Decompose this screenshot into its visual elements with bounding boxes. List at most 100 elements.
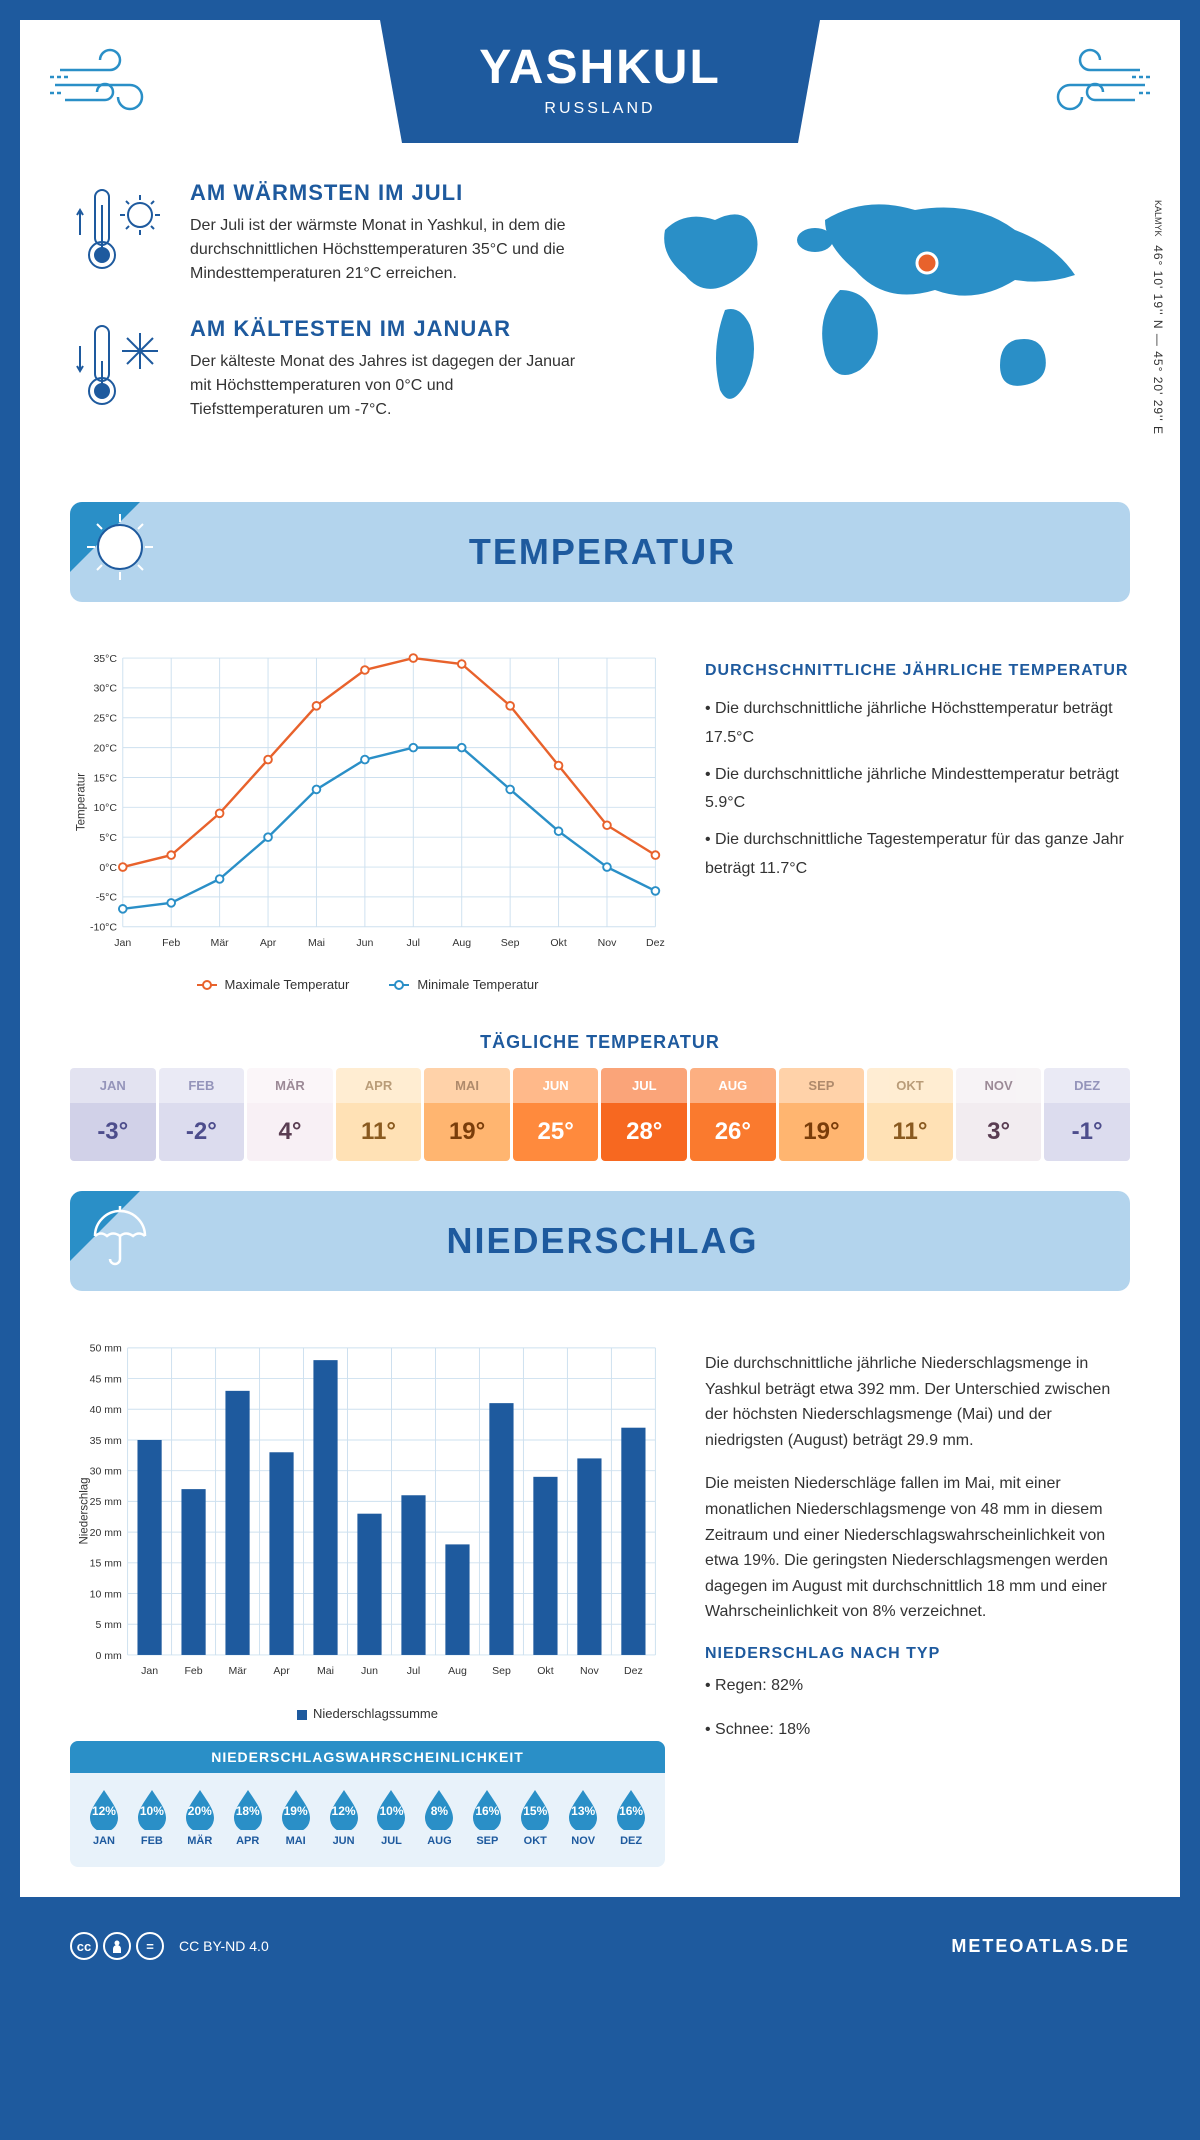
svg-text:35°C: 35°C xyxy=(93,653,117,665)
page: YASHKUL RUSSLAND AM WÄRMSTEN IM JULI Der… xyxy=(20,20,1180,1897)
svg-text:Jan: Jan xyxy=(114,937,131,949)
precip-info: Die durchschnittliche jährliche Niedersc… xyxy=(705,1331,1130,1867)
nd-icon: = xyxy=(136,1932,164,1960)
svg-text:Sep: Sep xyxy=(492,1665,511,1677)
page-subtitle: RUSSLAND xyxy=(420,100,780,118)
svg-text:-10°C: -10°C xyxy=(90,922,117,934)
svg-text:Apr: Apr xyxy=(273,1665,290,1677)
svg-text:Okt: Okt xyxy=(537,1665,553,1677)
daily-temp-cell: FEB-2° xyxy=(159,1068,245,1161)
svg-text:Nov: Nov xyxy=(580,1665,599,1677)
license-text: CC BY-ND 4.0 xyxy=(179,1938,269,1954)
svg-text:-5°C: -5°C xyxy=(96,892,118,904)
temp-bullet: • Die durchschnittliche jährliche Mindes… xyxy=(705,761,1130,819)
temp-bullet: • Die durchschnittliche jährliche Höchst… xyxy=(705,695,1130,753)
svg-text:30 mm: 30 mm xyxy=(90,1466,122,1478)
svg-text:0 mm: 0 mm xyxy=(95,1650,122,1662)
svg-text:Apr: Apr xyxy=(260,937,277,949)
daily-temp-cell: JUL28° xyxy=(601,1068,687,1161)
temp-info-title: DURCHSCHNITTLICHE JÄHRLICHE TEMPERATUR xyxy=(705,662,1130,680)
prob-cell: 15%OKT xyxy=(511,1788,559,1847)
svg-text:Aug: Aug xyxy=(452,937,471,949)
svg-text:10 mm: 10 mm xyxy=(90,1588,122,1600)
prob-cell: 19%MAI xyxy=(272,1788,320,1847)
daily-temp-cell: APR11° xyxy=(336,1068,422,1161)
prob-cell: 13%NOV xyxy=(559,1788,607,1847)
daily-temp-cell: DEZ-1° xyxy=(1044,1068,1130,1161)
prob-cell: 12%JAN xyxy=(80,1788,128,1847)
site-name: METEOATLAS.DE xyxy=(951,1936,1130,1957)
daily-temp-cell: JUN25° xyxy=(513,1068,599,1161)
precip-text: Die durchschnittliche jährliche Niedersc… xyxy=(705,1351,1130,1453)
svg-text:Mär: Mär xyxy=(211,937,230,949)
prob-cell: 16%DEZ xyxy=(607,1788,655,1847)
svg-text:Nov: Nov xyxy=(598,937,617,949)
svg-text:Mai: Mai xyxy=(317,1665,334,1677)
temp-legend: Maximale Temperatur Minimale Temperatur xyxy=(70,977,665,992)
svg-text:Temperatur: Temperatur xyxy=(75,773,87,831)
daily-temp-cell: MAI19° xyxy=(424,1068,510,1161)
daily-temp-cell: SEP19° xyxy=(779,1068,865,1161)
footer: cc = CC BY-ND 4.0 METEOATLAS.DE xyxy=(20,1917,1180,1975)
prob-cell: 12%JUN xyxy=(320,1788,368,1847)
daily-temp-cell: AUG26° xyxy=(690,1068,776,1161)
svg-text:5°C: 5°C xyxy=(99,832,117,844)
coordinates: KALMYK 46° 10' 19'' N — 45° 20' 29'' E xyxy=(1151,200,1165,435)
info-section: AM WÄRMSTEN IM JULI Der Juli ist der wär… xyxy=(20,150,1180,482)
sun-icon xyxy=(85,512,155,582)
temp-chart-row: -10°C-5°C0°C5°C10°C15°C20°C25°C30°C35°CJ… xyxy=(20,622,1180,1002)
daily-temp-cell: MÄR4° xyxy=(247,1068,333,1161)
svg-text:Niederschlag: Niederschlag xyxy=(78,1477,90,1544)
svg-text:Feb: Feb xyxy=(162,937,180,949)
coldest-title: AM KÄLTESTEN IM JANUAR xyxy=(190,316,580,342)
precip-type: • Regen: 82% xyxy=(705,1673,1130,1699)
prob-cell: 10%JUL xyxy=(368,1788,416,1847)
cc-icon: cc xyxy=(70,1932,98,1960)
daily-temp-cell: OKT11° xyxy=(867,1068,953,1161)
wind-icon-right xyxy=(1000,20,1180,150)
precip-type: • Schnee: 18% xyxy=(705,1717,1130,1743)
temp-bullet: • Die durchschnittliche Tagestemperatur … xyxy=(705,826,1130,884)
climate-summary: AM WÄRMSTEN IM JULI Der Juli ist der wär… xyxy=(70,180,580,452)
precip-legend: Niederschlagssumme xyxy=(70,1706,665,1721)
thermometer-hot-icon xyxy=(70,180,170,286)
svg-text:Okt: Okt xyxy=(550,937,566,949)
by-icon xyxy=(103,1932,131,1960)
warmest-title: AM WÄRMSTEN IM JULI xyxy=(190,180,580,206)
svg-text:Dez: Dez xyxy=(646,937,665,949)
svg-text:0°C: 0°C xyxy=(99,862,117,874)
svg-text:Jun: Jun xyxy=(356,937,373,949)
temp-chart: -10°C-5°C0°C5°C10°C15°C20°C25°C30°C35°CJ… xyxy=(70,642,665,992)
prob-title: NIEDERSCHLAGSWAHRSCHEINLICHKEIT xyxy=(70,1741,665,1773)
svg-text:10°C: 10°C xyxy=(93,802,117,814)
prob-cell: 10%FEB xyxy=(128,1788,176,1847)
svg-text:35 mm: 35 mm xyxy=(90,1435,122,1447)
svg-text:Dez: Dez xyxy=(624,1665,643,1677)
svg-text:20 mm: 20 mm xyxy=(90,1527,122,1539)
svg-text:45 mm: 45 mm xyxy=(90,1373,122,1385)
svg-text:5 mm: 5 mm xyxy=(95,1619,122,1631)
svg-text:Feb: Feb xyxy=(184,1665,202,1677)
svg-text:15 mm: 15 mm xyxy=(90,1558,122,1570)
svg-text:Mai: Mai xyxy=(308,937,325,949)
probability-box: NIEDERSCHLAGSWAHRSCHEINLICHKEIT 12%JAN10… xyxy=(70,1741,665,1867)
precip-chart-row: 0 mm5 mm10 mm15 mm20 mm25 mm30 mm35 mm40… xyxy=(20,1311,1180,1877)
svg-text:15°C: 15°C xyxy=(93,772,117,784)
header-banner: YASHKUL RUSSLAND xyxy=(380,20,820,143)
page-title: YASHKUL xyxy=(420,40,780,95)
precip-title: NIEDERSCHLAG xyxy=(105,1220,1100,1262)
umbrella-icon xyxy=(85,1201,155,1271)
prob-cell: 16%SEP xyxy=(463,1788,511,1847)
daily-temp-cell: NOV3° xyxy=(956,1068,1042,1161)
svg-text:Jun: Jun xyxy=(361,1665,378,1677)
svg-text:Aug: Aug xyxy=(448,1665,467,1677)
precip-section-header: NIEDERSCHLAG xyxy=(70,1191,1130,1291)
svg-text:20°C: 20°C xyxy=(93,742,117,754)
wind-icon-left xyxy=(20,20,200,150)
location-marker-icon xyxy=(917,253,937,273)
header-row: YASHKUL RUSSLAND xyxy=(20,20,1180,150)
precip-text: Die meisten Niederschläge fallen im Mai,… xyxy=(705,1471,1130,1625)
svg-text:Jan: Jan xyxy=(141,1665,158,1677)
coldest-block: AM KÄLTESTEN IM JANUAR Der kälteste Mona… xyxy=(70,316,580,422)
daily-temp-title: TÄGLICHE TEMPERATUR xyxy=(20,1032,1180,1053)
